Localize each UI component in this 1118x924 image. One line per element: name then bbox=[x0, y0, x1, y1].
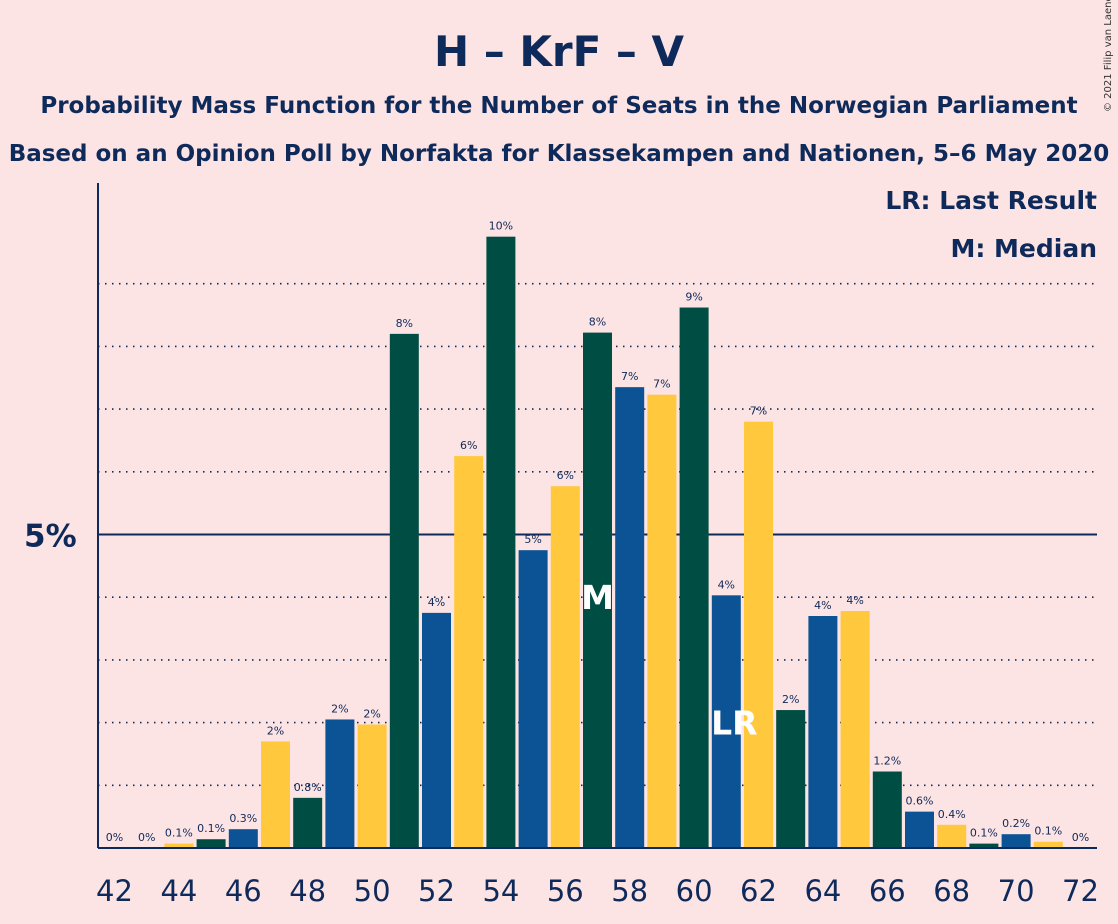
data-label-seat-44: 0.1% bbox=[165, 827, 193, 840]
x-tick-label: 60 bbox=[676, 874, 713, 908]
data-label-seat-67: 0.6% bbox=[906, 795, 934, 808]
median-marker: M bbox=[581, 578, 614, 617]
data-label-seat-59: 7% bbox=[653, 378, 670, 391]
bar-seat-53 bbox=[454, 456, 484, 848]
x-tick-label: 56 bbox=[547, 874, 584, 908]
y-tick-label: 5% bbox=[24, 519, 77, 555]
x-tick-label: 50 bbox=[354, 874, 391, 908]
bar-seat-44 bbox=[164, 843, 194, 848]
data-label-seat-48: 0.8% bbox=[294, 781, 322, 794]
data-label-seat-71: 0.1% bbox=[1034, 825, 1062, 838]
data-label-seat-65: 4% bbox=[846, 594, 863, 607]
legend-median: M: Median bbox=[950, 234, 1097, 263]
data-label-seat-72: 0% bbox=[1072, 831, 1089, 844]
bar-seat-51 bbox=[389, 333, 419, 848]
bar-seat-59 bbox=[647, 394, 677, 848]
bar-seat-65 bbox=[840, 610, 870, 848]
x-tick-label: 44 bbox=[160, 874, 197, 908]
bar-seat-52 bbox=[422, 612, 451, 848]
data-label-seat-55: 5% bbox=[524, 533, 541, 546]
data-label-seat-69: 0.1% bbox=[970, 827, 998, 840]
x-tick-label: 58 bbox=[611, 874, 648, 908]
x-tick-label: 66 bbox=[869, 874, 906, 908]
bar-seat-63 bbox=[776, 710, 806, 848]
data-label-seat-50: 2% bbox=[363, 707, 380, 720]
x-tick-label: 48 bbox=[289, 874, 326, 908]
bar-seat-60 bbox=[679, 307, 709, 848]
data-label-seat-53: 6% bbox=[460, 439, 477, 452]
data-label-seat-49: 2% bbox=[331, 702, 348, 715]
bar-seat-69 bbox=[969, 843, 999, 848]
x-tick-label: 64 bbox=[804, 874, 841, 908]
y-axis: 5% bbox=[24, 183, 99, 848]
data-label-seat-42: 0% bbox=[106, 831, 123, 844]
data-label-seat-43: 0% bbox=[138, 831, 155, 844]
x-axis: 42 44 46 48 50 52 54 56 58 60 62 64 66 68 70 72 bbox=[96, 847, 1099, 908]
copyright-note: © 2021 Filip van Laenen bbox=[1103, 0, 1114, 112]
bar-seat-55 bbox=[518, 550, 548, 848]
x-tick-label: 68 bbox=[933, 874, 970, 908]
data-label-seat-57: 8% bbox=[589, 316, 606, 329]
bars bbox=[164, 236, 1063, 849]
bar-seat-58 bbox=[615, 387, 645, 848]
data-label-seat-56: 6% bbox=[557, 469, 574, 482]
bar-seat-62 bbox=[744, 421, 773, 848]
bar-seat-68 bbox=[937, 824, 967, 848]
bar-seat-45 bbox=[196, 839, 226, 848]
data-labels: 0% 0% 0.1% 0.1% 0.3% 2% 0.8% 2% 2% 8% 4% 6% 10% 5% 6% 8… bbox=[106, 220, 1089, 844]
data-label-seat-60: 9% bbox=[685, 291, 702, 304]
bar-seat-67 bbox=[905, 811, 934, 848]
data-label-seat-58: 7% bbox=[621, 370, 638, 383]
chart-subtitle-2: Based on an Opinion Poll by Norfakta for… bbox=[9, 141, 1110, 167]
data-label-seat-70: 0.2% bbox=[1002, 817, 1030, 830]
bar-seat-61 bbox=[711, 595, 741, 848]
x-tick-label: 52 bbox=[418, 874, 455, 908]
bar-seat-47 bbox=[261, 741, 290, 848]
x-tick-label: 46 bbox=[225, 874, 262, 908]
x-tick-label: 54 bbox=[482, 874, 519, 908]
markers: M LR bbox=[581, 578, 757, 742]
data-label-seat-54: 10% bbox=[489, 220, 513, 233]
bar-seat-46 bbox=[228, 829, 258, 848]
data-label-seat-68: 0.4% bbox=[938, 808, 966, 821]
x-tick-label: 70 bbox=[998, 874, 1035, 908]
bar-seat-49 bbox=[325, 719, 355, 848]
x-tick-label: 42 bbox=[96, 874, 133, 908]
data-label-seat-47: 2% bbox=[267, 724, 284, 737]
bar-seat-64 bbox=[808, 616, 838, 848]
data-label-seat-62: 7% bbox=[750, 405, 767, 418]
data-label-seat-66: 1.2% bbox=[873, 755, 901, 768]
bar-seat-70 bbox=[1001, 834, 1031, 848]
bar-seat-66 bbox=[872, 771, 902, 848]
bar-seat-50 bbox=[357, 724, 387, 848]
chart-subtitle-1: Probability Mass Function for the Number… bbox=[40, 93, 1077, 119]
last-result-marker: LR bbox=[711, 704, 757, 743]
bar-seat-57 bbox=[583, 332, 612, 849]
bar-seat-71 bbox=[1033, 841, 1063, 848]
data-label-seat-52: 4% bbox=[428, 596, 445, 609]
legend-last-result: LR: Last Result bbox=[885, 186, 1097, 215]
bar-seat-54 bbox=[486, 236, 516, 849]
data-label-seat-46: 0.3% bbox=[229, 812, 257, 825]
data-label-seat-64: 4% bbox=[814, 599, 831, 612]
data-label-seat-61: 4% bbox=[718, 578, 735, 591]
bar-seat-56 bbox=[550, 486, 580, 848]
x-tick-label: 62 bbox=[740, 874, 777, 908]
data-label-seat-63: 2% bbox=[782, 693, 799, 706]
bar-seat-48 bbox=[293, 797, 323, 848]
data-label-seat-45: 0.1% bbox=[197, 822, 225, 835]
chart-title: H – KrF – V bbox=[434, 27, 685, 76]
x-tick-label: 72 bbox=[1062, 874, 1099, 908]
data-label-seat-51: 8% bbox=[396, 317, 413, 330]
